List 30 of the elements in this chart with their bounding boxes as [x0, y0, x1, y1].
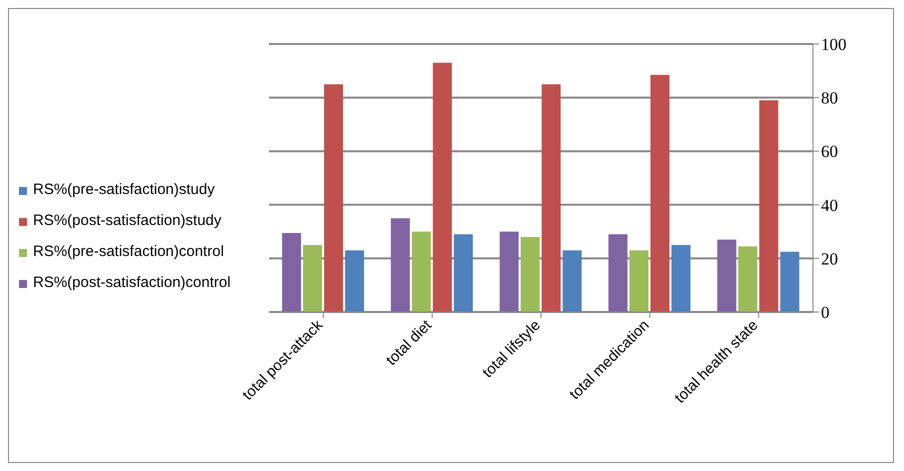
bar [324, 84, 344, 312]
bar [629, 250, 648, 312]
bar [650, 74, 670, 312]
bar [282, 232, 302, 312]
y-tick-label: 20 [821, 249, 838, 268]
bar [738, 246, 758, 312]
bar [500, 232, 519, 312]
y-tick-label: 0 [821, 303, 830, 322]
bar [520, 236, 540, 312]
legend-label: RS%(pre-satisfaction)study [33, 180, 216, 198]
bar [759, 100, 778, 312]
bar [454, 234, 473, 312]
bar [303, 245, 322, 312]
bar [390, 218, 410, 312]
bar [608, 234, 628, 312]
bar [717, 240, 736, 312]
bar [412, 232, 431, 312]
bar [345, 250, 364, 312]
y-tick-label: 80 [821, 88, 838, 108]
bar [780, 252, 800, 312]
legend-label: RS%(post-satisfaction)study [33, 212, 222, 228]
y-tick-label: 40 [821, 196, 838, 215]
bar [432, 62, 452, 312]
bar [562, 250, 582, 312]
y-tick-label: 60 [821, 142, 838, 162]
bar [671, 245, 690, 312]
legend-label: RS%(pre-satisfaction)control [33, 242, 225, 260]
bar [542, 84, 561, 312]
y-tick-label: 100 [821, 35, 846, 54]
legend-label: RS%(post-satisfaction)control [33, 274, 232, 290]
